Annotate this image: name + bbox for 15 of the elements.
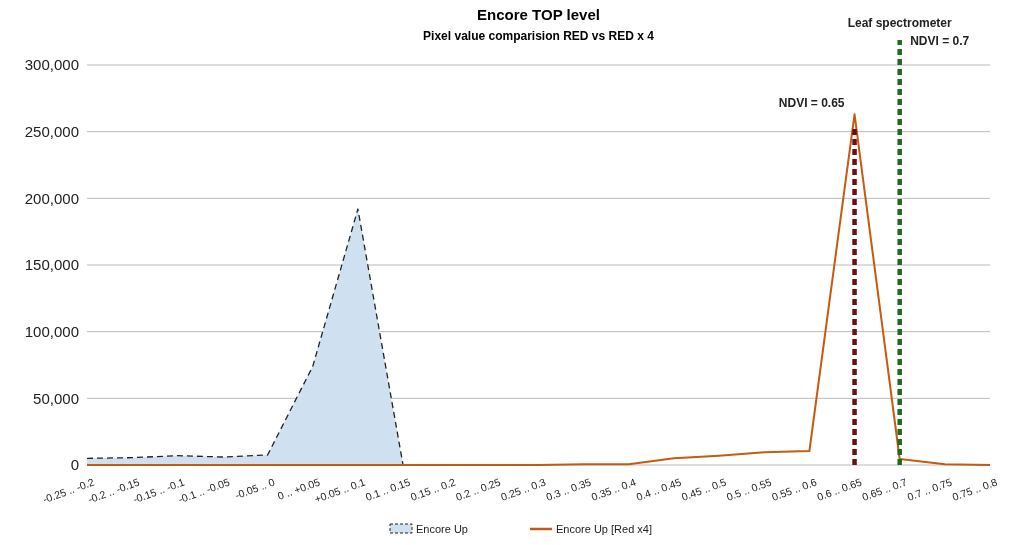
ref-line-label: Leaf spectrometer NDVI = 0.7: [847, 16, 970, 48]
y-tick-label: 100,000: [24, 322, 79, 340]
legend-label: Encore Up: [416, 523, 468, 535]
y-tick-label: 250,000: [24, 122, 79, 140]
chart-subtitle: Pixel value comparision RED vs RED x 4: [423, 29, 655, 43]
y-tick-label: 150,000: [24, 256, 79, 274]
chart-title: Encore TOP level: [477, 6, 600, 23]
legend-label: Encore Up [Red x4]: [556, 523, 652, 535]
x-tick-label: -0.05 .. 0: [233, 475, 277, 502]
y-tick-label: 300,000: [24, 56, 79, 74]
y-tick-label: 200,000: [24, 189, 79, 207]
ref-line-label: NDVI = 0.65: [778, 96, 845, 110]
y-tick-label: 50,000: [33, 389, 79, 407]
line-series: [86, 113, 991, 466]
y-tick-label: 0: [70, 456, 79, 474]
